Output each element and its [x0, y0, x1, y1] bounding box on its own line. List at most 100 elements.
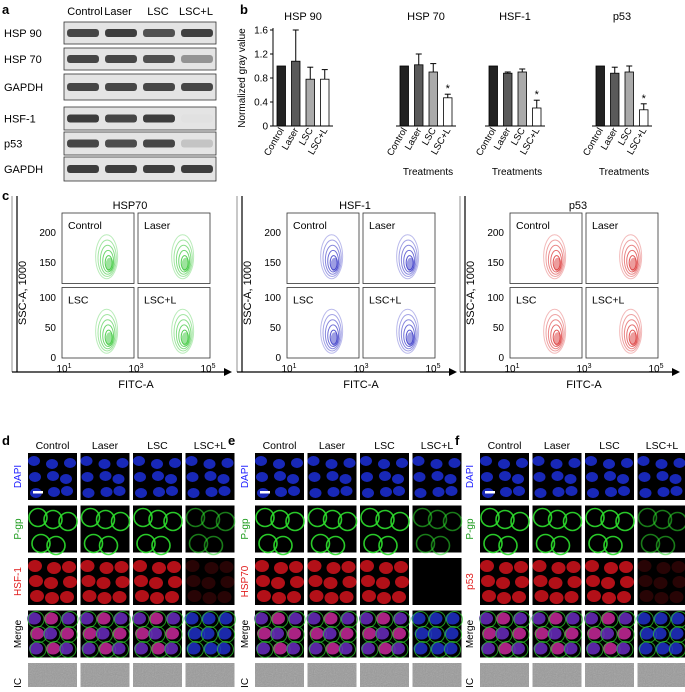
micro-nucleus [432, 471, 444, 481]
micro-nucleus [273, 459, 285, 469]
bar [444, 98, 453, 126]
micro-column-label: Laser [92, 440, 119, 452]
flow-y-tick-label: 150 [487, 258, 504, 269]
micro-marker-signal [362, 590, 376, 602]
blot-band [181, 29, 213, 37]
panel-letter-d: d [2, 433, 10, 448]
micro-marker-signal [565, 591, 579, 603]
micro-nucleus [344, 458, 356, 468]
bar [292, 61, 301, 126]
blot-band [105, 165, 137, 173]
micro-marker-signal [638, 560, 652, 572]
blot-band [67, 83, 99, 91]
flow-y-tick-label: 50 [493, 323, 505, 334]
micro-nucleus [117, 458, 129, 468]
micro-nucleus [480, 456, 492, 466]
flow-x-tick-label: 101 [281, 363, 296, 375]
blot-band [181, 115, 213, 123]
micro-marker-signal [533, 560, 547, 572]
blot-band [143, 140, 175, 148]
micro-marker-signal [100, 562, 114, 574]
micro-row-label: Merge [13, 619, 24, 648]
panel-letter-c: c [2, 188, 9, 203]
micro-marker-signal [549, 577, 563, 589]
micro-nucleus [153, 487, 165, 497]
micro-marker-signal [552, 562, 566, 574]
micro-column-label: LSC [374, 440, 395, 452]
flow-quadrant-label: Laser [592, 220, 619, 232]
micro-marker-signal [81, 560, 95, 572]
flow-x-axis-label: FITC-A [118, 379, 154, 391]
micro-marker-signal [340, 591, 354, 603]
micro-nucleus [187, 472, 199, 482]
flow-x-axis-label: FITC-A [566, 379, 602, 391]
blot-band [181, 83, 213, 91]
micro-marker-signal [515, 576, 529, 588]
micro-nucleus [166, 486, 178, 496]
blot-row-label: GAPDH [4, 164, 43, 176]
micro-marker-signal [617, 591, 631, 603]
micro-nucleus [392, 474, 404, 484]
micro-nucleus [48, 487, 60, 497]
micro-nucleus [100, 471, 112, 481]
blot-row-label: GAPDH [4, 82, 43, 94]
micro-nucleus [551, 459, 563, 469]
blot-band [105, 55, 137, 63]
micro-marker-signal [640, 590, 654, 602]
micro-marker-signal [115, 561, 129, 573]
micro-marker-signal [257, 590, 271, 602]
flow-y-tick-label: 200 [39, 228, 56, 239]
micro-nucleus [327, 471, 339, 481]
bar-chart-title: HSP 70 [407, 11, 445, 23]
blot-band [105, 115, 137, 123]
micro-nucleus [256, 472, 268, 482]
micro-marker-signal [602, 592, 616, 604]
micro-column-label: Control [263, 440, 297, 452]
micro-marker-signal [512, 591, 526, 603]
micro-marker-signal [480, 560, 494, 572]
micro-marker-signal [152, 562, 166, 574]
micro-marker-signal [604, 562, 618, 574]
flow-quadrant-label: LSC [516, 295, 537, 307]
micro-nucleus [565, 474, 577, 484]
micro-nucleus [340, 474, 352, 484]
micro-marker-signal [327, 562, 341, 574]
bar [277, 66, 286, 126]
micro-nucleus [310, 488, 322, 498]
micro-nucleus [670, 474, 682, 484]
micro-marker-signal [619, 561, 633, 573]
flow-title: HSP70 [113, 200, 148, 212]
micro-nucleus [275, 487, 287, 497]
micro-nucleus [169, 458, 181, 468]
flow-contour-core [630, 258, 638, 272]
micro-marker-signal [395, 576, 409, 588]
micro-nucleus [431, 459, 443, 469]
micro-nucleus [114, 486, 126, 496]
micro-nucleus [274, 471, 286, 481]
micro-marker-signal [116, 576, 130, 588]
flow-y-tick-label: 150 [39, 258, 56, 269]
flow-x-tick-label: 101 [504, 363, 519, 375]
bar [518, 72, 527, 126]
blot-column-label: LSC+L [179, 6, 213, 18]
micro-nucleus [618, 486, 630, 496]
flow-contour-core [331, 258, 339, 272]
micro-nucleus [113, 474, 125, 484]
bar [321, 79, 330, 126]
micro-marker-signal [220, 561, 234, 573]
flow-quadrant-label: Control [516, 220, 550, 232]
micro-nucleus [621, 458, 633, 468]
flow-y-tick-label: 0 [498, 353, 504, 364]
micro-marker-signal [377, 592, 391, 604]
flow-quadrant-label: LSC [68, 295, 89, 307]
micro-marker-signal [82, 575, 96, 587]
bar [611, 73, 620, 126]
micro-marker-signal [113, 591, 127, 603]
bar [504, 73, 513, 126]
micro-nucleus [516, 458, 528, 468]
micro-row-label: DAPI [13, 465, 24, 488]
flow-y-tick-label: 100 [487, 293, 504, 304]
micro-nucleus [328, 487, 340, 497]
micro-nucleus [603, 459, 615, 469]
micro-row-label: DIC [240, 678, 251, 687]
